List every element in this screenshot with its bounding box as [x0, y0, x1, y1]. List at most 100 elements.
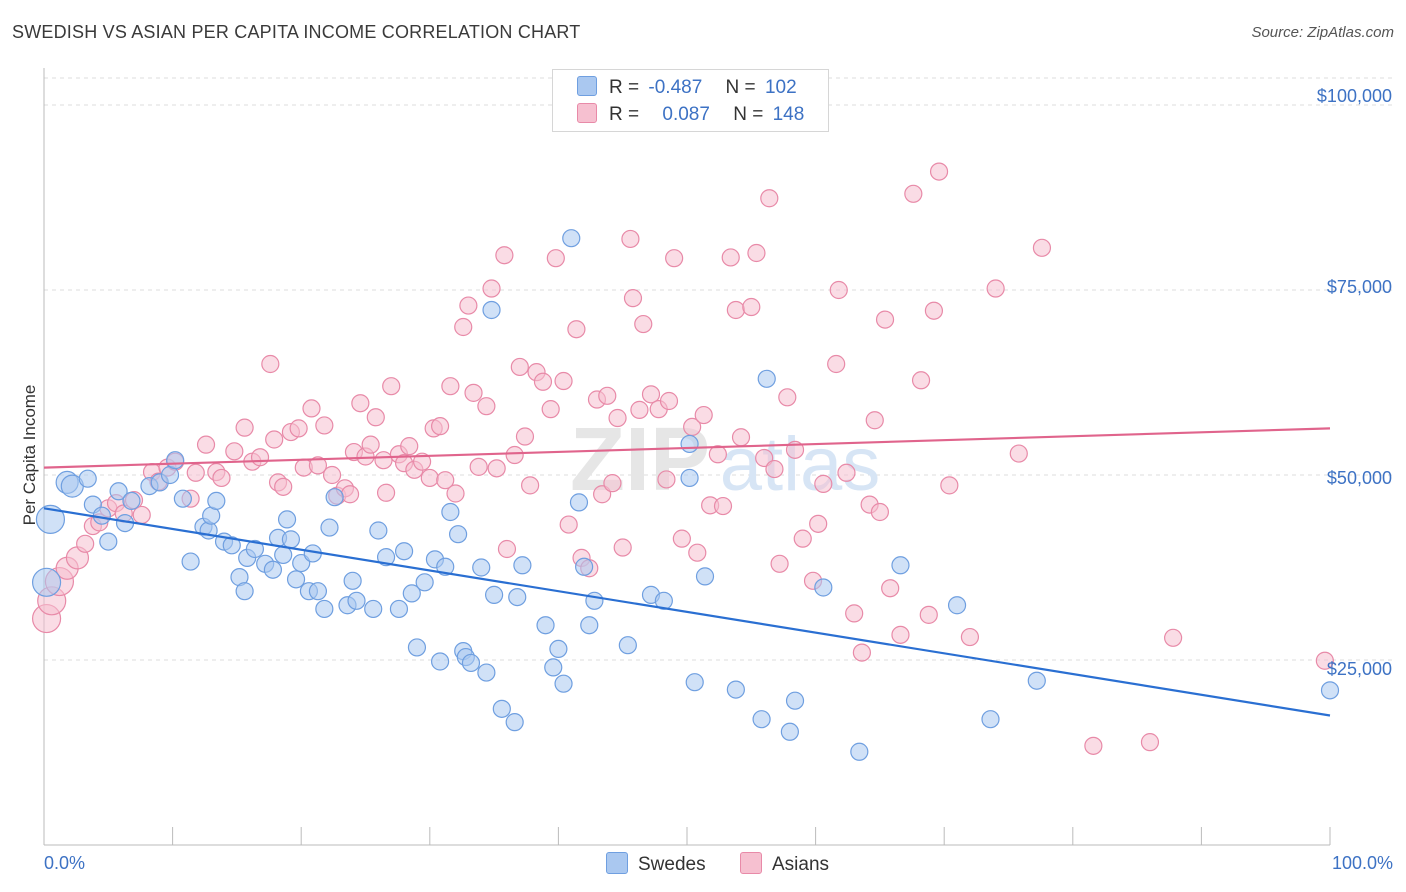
point-swedes [441, 502, 460, 522]
point-swedes [122, 491, 141, 510]
point-swedes [814, 578, 833, 597]
legend-n-value-swedes: 102 [764, 77, 797, 98]
y-axis-label: Per Capita Income [20, 384, 39, 526]
point-asians [366, 408, 385, 427]
point-swedes [222, 536, 241, 555]
point-swedes [31, 567, 62, 597]
point-swedes [78, 469, 97, 488]
point-asians [505, 445, 524, 465]
point-swedes [376, 548, 396, 567]
point-asians [76, 534, 95, 553]
point-swedes [320, 518, 339, 537]
point-asians [852, 643, 871, 662]
point-asians [261, 354, 280, 374]
point-asians [742, 297, 761, 317]
point-swedes [235, 582, 254, 601]
point-asians [598, 386, 617, 405]
point-swedes [394, 542, 414, 561]
point-swedes [485, 585, 504, 604]
point-asians [731, 428, 751, 447]
point-swedes [562, 229, 581, 248]
point-swedes [308, 582, 328, 601]
point-asians [940, 476, 959, 495]
stats-legend: R = -0.487 N = 102 R = 0.087 N = 148 [552, 69, 829, 132]
point-swedes [448, 525, 468, 544]
point-asians [533, 372, 553, 391]
y-tick-label-50000: $50,000 [1326, 468, 1392, 488]
trend-line-asians [43, 427, 1331, 469]
point-asians [865, 411, 884, 430]
point-asians [235, 418, 254, 437]
chart-title: SWEDISH VS ASIAN PER CAPITA INCOME CORRE… [12, 22, 581, 42]
point-swedes [850, 742, 869, 761]
point-asians [1164, 628, 1183, 647]
point-asians [829, 280, 848, 300]
y-tick-label-75000: $75,000 [1326, 277, 1392, 297]
legend-r-label: R = [609, 77, 640, 98]
point-asians [726, 300, 745, 320]
point-swedes [181, 552, 200, 571]
legend-n-label: N = [733, 104, 764, 125]
point-swedes [173, 489, 192, 508]
point-asians [708, 445, 727, 464]
point-asians [760, 189, 779, 208]
legend-r-value-swedes: -0.487 [648, 77, 703, 98]
point-swedes [415, 573, 434, 592]
point-swedes [315, 599, 334, 619]
point-asians [891, 625, 910, 644]
point-asians [308, 456, 328, 475]
point-swedes [325, 488, 344, 507]
point-asians [495, 246, 514, 265]
point-asians [315, 416, 334, 435]
legend-r-label: R = [609, 104, 640, 125]
legend-n-label: N = [725, 77, 756, 98]
point-asians [960, 627, 980, 647]
point-swedes [364, 599, 383, 619]
point-asians [225, 442, 244, 461]
legend-n-value-asians: 148 [772, 104, 805, 125]
point-swedes [891, 556, 910, 575]
point-asians [881, 579, 900, 598]
point-asians [603, 474, 622, 493]
point-swedes [695, 567, 715, 586]
point-swedes [947, 596, 967, 615]
point-asians [1032, 238, 1052, 257]
point-swedes [508, 587, 527, 607]
point-swedes [281, 530, 301, 549]
point-swedes [263, 560, 283, 579]
point-asians [382, 377, 401, 396]
point-asians [554, 371, 573, 391]
point-asians [274, 477, 293, 496]
trend-line-swedes [43, 507, 1331, 717]
point-asians [721, 248, 740, 267]
point-swedes [585, 591, 604, 610]
point-swedes [343, 571, 362, 590]
point-swedes [245, 539, 265, 559]
watermark: ZIP atlas [570, 410, 880, 510]
point-asians [621, 229, 640, 249]
point-asians [250, 448, 270, 467]
bottom-legend-swedes: Swedes [606, 852, 706, 876]
point-asians [289, 419, 308, 438]
point-asians [459, 296, 478, 315]
point-asians [870, 502, 890, 522]
point-swedes [505, 713, 524, 732]
point-swedes [685, 673, 704, 692]
point-swedes [1320, 681, 1340, 700]
point-swedes [461, 653, 481, 673]
bottom-legend-label-swedes: Swedes [638, 854, 706, 875]
source-label: Source: ZipAtlas.com [1251, 24, 1394, 41]
point-asians [665, 249, 684, 268]
point-asians [809, 514, 828, 533]
series-swedes-points [31, 229, 1340, 761]
point-asians [593, 485, 612, 504]
point-swedes [618, 636, 637, 655]
point-swedes [482, 300, 501, 320]
point-asians [911, 371, 931, 390]
point-asians [659, 391, 679, 411]
point-asians [613, 538, 632, 557]
point-asians [477, 397, 496, 416]
point-asians [340, 485, 360, 504]
point-asians [322, 465, 342, 485]
point-asians [924, 301, 944, 320]
